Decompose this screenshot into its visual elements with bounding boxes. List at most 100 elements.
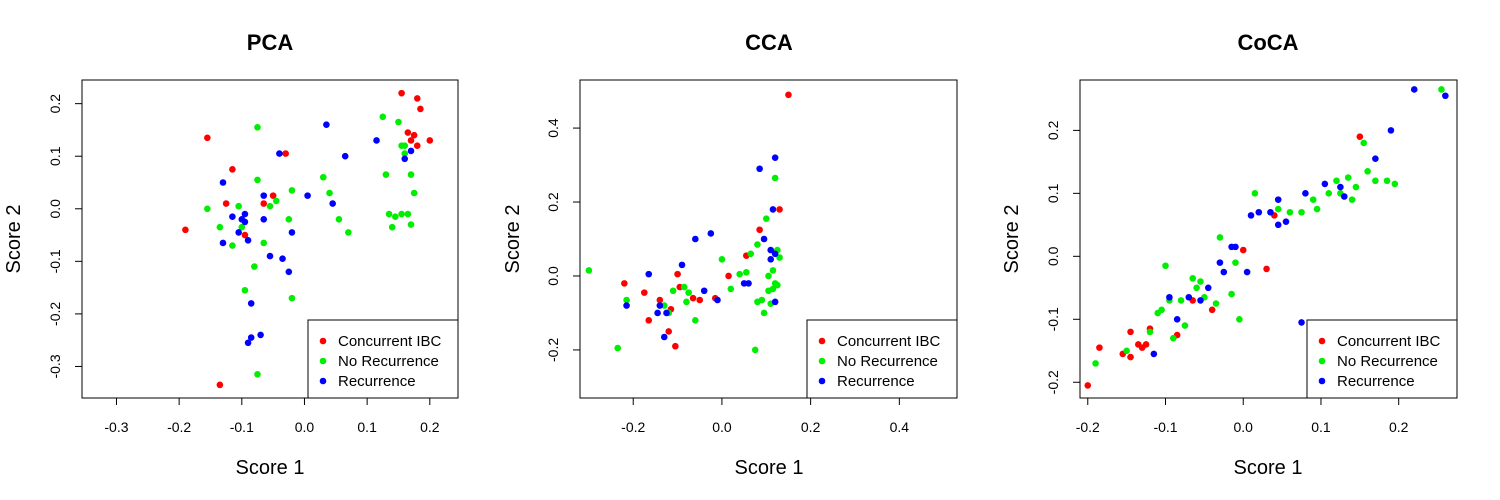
- data-point: [1142, 341, 1150, 348]
- data-point: [692, 317, 699, 324]
- data-point: [754, 241, 761, 248]
- data-point: [707, 230, 715, 237]
- data-point: [760, 309, 768, 317]
- data-point: [407, 137, 415, 144]
- legend-marker: [1318, 377, 1326, 385]
- data-point: [407, 147, 415, 155]
- data-point: [1150, 350, 1158, 358]
- data-point: [335, 215, 343, 223]
- x-tick-label: 0.2: [420, 419, 440, 435]
- y-tick-label: -0.2: [47, 302, 63, 326]
- legend-label: Recurrence: [338, 373, 416, 390]
- data-point: [1348, 196, 1356, 203]
- data-point: [1239, 246, 1247, 254]
- data-point: [1372, 155, 1379, 163]
- data-point: [1158, 306, 1165, 314]
- data-point: [1096, 344, 1103, 351]
- data-point: [282, 150, 289, 157]
- legend-cca: Concurrent IBC No Recurrence Recurrence: [806, 319, 958, 399]
- data-point: [407, 171, 415, 178]
- data-point: [204, 205, 211, 213]
- data-point: [285, 215, 293, 223]
- data-point: [758, 296, 766, 304]
- data-point: [771, 298, 779, 306]
- data-point: [288, 294, 296, 302]
- legend-label: Recurrence: [837, 373, 915, 390]
- data-point: [700, 287, 708, 295]
- legend-label: Concurrent IBC: [338, 333, 442, 350]
- data-point: [743, 268, 750, 276]
- data-point: [1282, 218, 1290, 225]
- data-point: [689, 294, 697, 302]
- data-point: [235, 229, 242, 236]
- data-point: [241, 218, 249, 226]
- data-point: [229, 213, 236, 220]
- data-point: [1251, 190, 1259, 197]
- legend-label: Concurrent IBC: [837, 333, 941, 350]
- data-point: [756, 226, 763, 234]
- data-point: [785, 91, 792, 99]
- data-point: [257, 331, 264, 339]
- data-point: [426, 137, 434, 144]
- y-tick-label: 0.2: [1045, 120, 1061, 140]
- ticks-cca: -0.2 0.0 0.2 0.4 -0.2 0.0 0.2 0.4: [545, 118, 909, 435]
- data-point: [1391, 180, 1399, 188]
- data-point: [219, 179, 227, 186]
- data-point: [1360, 139, 1368, 147]
- y-tick-label: -0.1: [1045, 307, 1061, 331]
- data-point: [585, 267, 593, 274]
- data-point: [241, 231, 249, 239]
- y-tick-label: -0.1: [47, 249, 63, 273]
- data-point: [235, 202, 242, 210]
- data-point: [1387, 127, 1395, 134]
- data-point: [1298, 319, 1305, 326]
- data-point: [641, 289, 648, 296]
- data-point: [216, 381, 224, 389]
- data-point: [1166, 293, 1173, 301]
- panel-cca: CCA -0.2 0.0 0.2 0.4 -0.2 0.0 0.2 0.4 Score 1 S…: [502, 30, 958, 479]
- x-tick-label: -0.2: [167, 419, 191, 435]
- data-point: [1333, 177, 1340, 185]
- y-tick-label: -0.3: [47, 354, 63, 378]
- data-point: [241, 286, 249, 294]
- data-point: [1352, 183, 1360, 191]
- data-point: [1204, 284, 1212, 292]
- data-point: [241, 210, 249, 218]
- data-point: [1228, 290, 1235, 298]
- data-point: [685, 289, 692, 296]
- ylabel-pca: Score 2: [3, 205, 25, 274]
- y-tick-label: 0.4: [545, 118, 561, 138]
- legend-marker: [818, 357, 826, 365]
- x-tick-label: -0.1: [230, 419, 254, 435]
- y-tick-label: 0.1: [47, 146, 63, 166]
- title-cca: CCA: [745, 30, 793, 55]
- data-point: [279, 255, 286, 263]
- data-point: [1220, 268, 1228, 276]
- data-point: [696, 296, 704, 304]
- legend-label: No Recurrence: [837, 353, 938, 370]
- legend-pca: Concurrent IBC No Recurrence Recurrence: [307, 319, 459, 399]
- data-point: [238, 223, 246, 231]
- data-point: [769, 285, 777, 293]
- data-point: [747, 250, 755, 258]
- data-point: [1438, 86, 1445, 93]
- legend-marker: [818, 377, 826, 385]
- data-point: [769, 267, 777, 274]
- data-point: [769, 206, 777, 213]
- data-point: [756, 165, 763, 173]
- panel-pca: PCA -0.3 -0.2 -0.1 0.0 0.1 0.2 -0.3 -0.2 -0.1 0.0…: [3, 30, 459, 479]
- data-point: [1236, 315, 1243, 323]
- data-point: [762, 215, 770, 222]
- data-point: [765, 272, 772, 280]
- legend-marker: [319, 337, 327, 345]
- data-point: [247, 334, 255, 341]
- data-point: [725, 272, 732, 280]
- data-point: [1255, 208, 1263, 216]
- data-point: [1216, 259, 1224, 266]
- data-point: [247, 300, 255, 307]
- data-point: [1302, 190, 1309, 197]
- legend-box: [1306, 319, 1458, 399]
- y-tick-label: 0.0: [1045, 246, 1061, 266]
- data-point: [216, 223, 224, 231]
